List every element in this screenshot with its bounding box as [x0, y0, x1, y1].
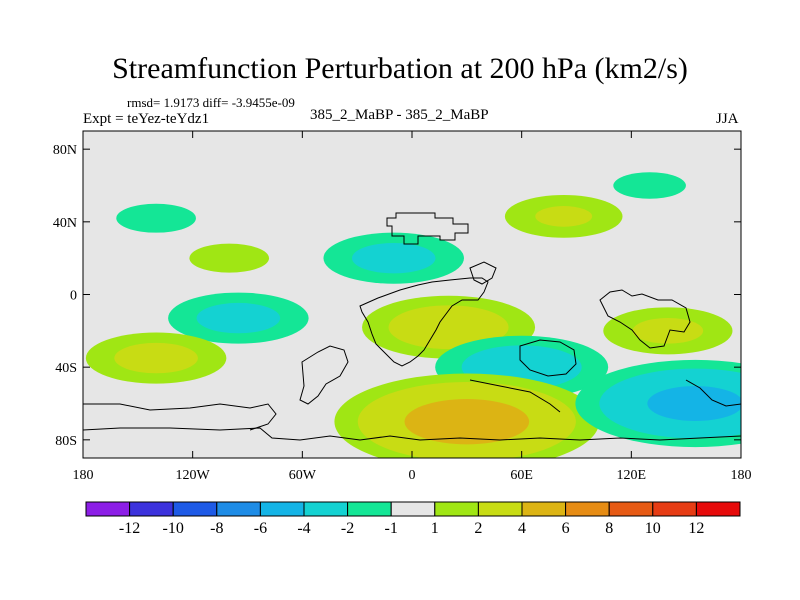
- contour-level: [351, 242, 436, 274]
- colorbar-swatch: [477, 501, 523, 517]
- colorbar-swatch: [521, 501, 567, 517]
- x-tick-label: 120W: [176, 468, 211, 483]
- coastline-asia-east: [599, 289, 691, 349]
- colorbar-swatch: [172, 501, 218, 517]
- coastline-pacific-south: [83, 403, 277, 431]
- coastline-australia-south: [685, 379, 741, 407]
- colorbar-swatch: [565, 501, 610, 517]
- colorbar-label: -8: [210, 520, 223, 537]
- axis-ticks: 180 120W 60W 0 60E 120E 180 80N 40N 0 40S 80S: [53, 131, 752, 483]
- colorbar-label: 1: [431, 520, 439, 537]
- y-tick-label: 40N: [53, 216, 77, 231]
- contour-level: [196, 302, 281, 334]
- contour-level: [647, 386, 741, 421]
- anomaly-feature: [85, 332, 227, 384]
- colorbar-swatch: [216, 501, 261, 517]
- anomaly-feature: [189, 243, 270, 273]
- x-tick-label: 60W: [289, 468, 317, 483]
- colorbar-swatch: [434, 501, 479, 517]
- contour-level: [114, 342, 198, 374]
- colorbar-label: 4: [518, 520, 526, 537]
- chart-title: Streamfunction Perturbation at 200 hPa (…: [112, 52, 688, 85]
- x-tick-label: 60E: [510, 468, 533, 483]
- colorbar-label: -10: [163, 520, 184, 537]
- colorbar-swatch: [608, 501, 654, 517]
- colorbar: -12 -10 -8 -6 -4 -2 -1 1 2 4 6 8 10 12: [85, 501, 741, 537]
- coastline-arabia: [469, 261, 497, 285]
- coastline-antarctica: [83, 427, 741, 441]
- colorbar-swatch: [390, 501, 436, 517]
- anomaly-feature: [116, 203, 196, 233]
- coastline-southern-rim: [469, 379, 561, 413]
- coastline-australia: [519, 339, 577, 377]
- anomaly-feature: [504, 194, 623, 238]
- contour-level: [404, 399, 530, 445]
- colorbar-label: 2: [474, 520, 482, 537]
- coastline-overlay: [83, 212, 741, 441]
- contour-level: [388, 305, 509, 350]
- colorbar-swatch: [303, 501, 349, 517]
- x-tick-label: 180: [73, 468, 94, 483]
- y-tick-label: 80N: [53, 143, 77, 158]
- colorbar-label: 10: [645, 520, 661, 537]
- coastline-africa: [359, 277, 489, 367]
- colorbar-swatch: [652, 501, 697, 517]
- anomaly-feature: [613, 172, 686, 199]
- colorbar-swatch: [695, 501, 741, 517]
- y-tick-label: 40S: [55, 361, 77, 376]
- y-tick-label: 0: [70, 289, 77, 304]
- colorbar-label: 12: [688, 520, 704, 537]
- contour-field: [85, 172, 741, 458]
- colorbar-swatch: [129, 501, 174, 517]
- contour-level: [632, 318, 704, 344]
- x-tick-label: 0: [409, 468, 416, 483]
- contour-level: [116, 203, 196, 233]
- experiment-label: Expt = teYez-teYdz1: [83, 111, 210, 127]
- colorbar-swatch: [347, 501, 392, 517]
- coastline-eurasia: [386, 212, 469, 245]
- x-tick-label: 180: [731, 468, 752, 483]
- colorbar-label: 8: [605, 520, 613, 537]
- colorbar-label: -1: [385, 520, 398, 537]
- colorbar-swatch: [85, 501, 131, 517]
- chart-subtitle: 385_2_MaBP - 385_2_MaBP: [310, 107, 489, 123]
- y-tick-label: 80S: [55, 434, 77, 449]
- contour-level: [613, 172, 686, 199]
- colorbar-label: -4: [297, 520, 310, 537]
- anomaly-feature: [334, 373, 600, 458]
- anomaly-feature: [323, 232, 464, 284]
- coastline-south-america: [299, 345, 349, 405]
- colorbar-swatch: [259, 501, 305, 517]
- anomaly-feature: [575, 359, 741, 448]
- contour-level: [535, 206, 593, 227]
- colorbar-label: -12: [119, 520, 140, 537]
- colorbar-label: -6: [254, 520, 267, 537]
- rmsd-label: rmsd= 1.9173 diff= -3.9455e-09: [127, 95, 295, 110]
- anomaly-feature: [168, 292, 309, 344]
- colorbar-label: 6: [562, 520, 570, 537]
- x-tick-label: 120E: [617, 468, 647, 483]
- contour-level: [189, 243, 270, 273]
- season-label: JJA: [716, 111, 739, 127]
- anomaly-feature: [603, 307, 733, 355]
- colorbar-label: -2: [341, 520, 354, 537]
